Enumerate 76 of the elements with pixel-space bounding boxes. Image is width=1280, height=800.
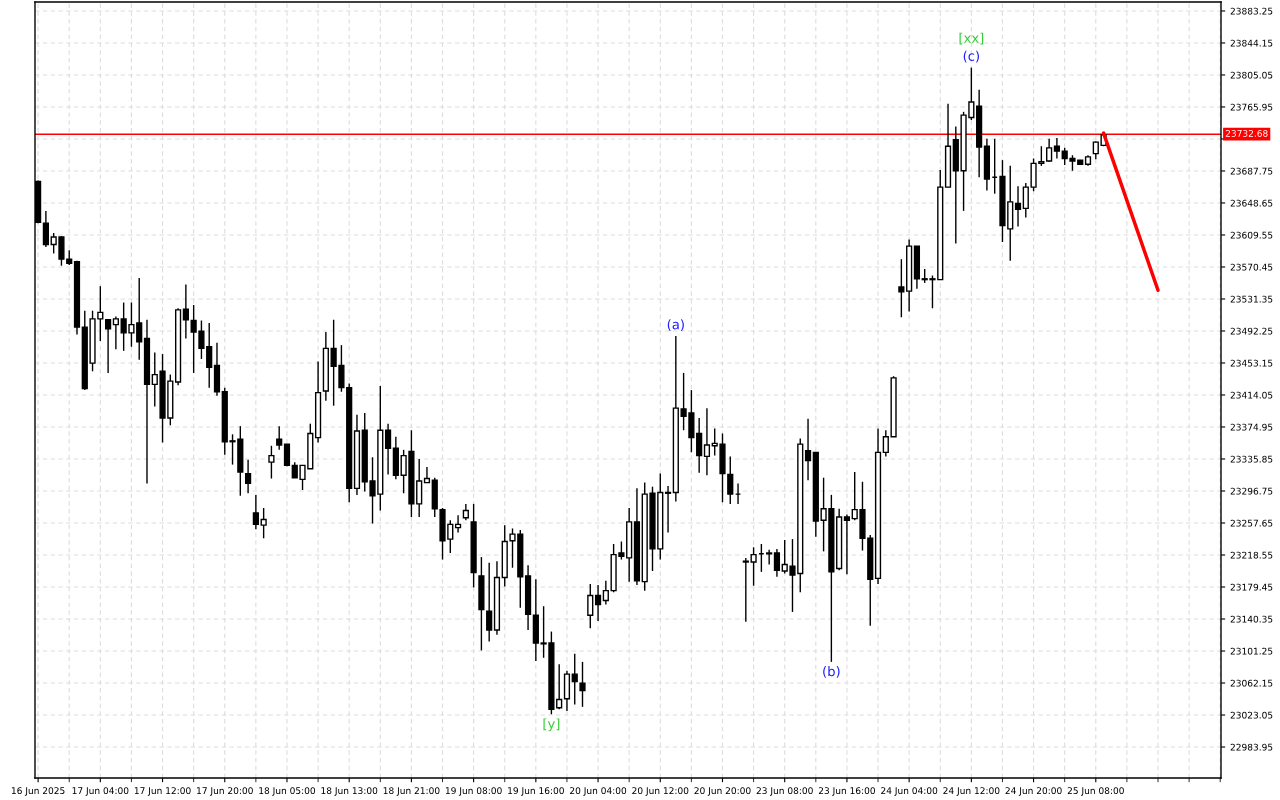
y-tick-label: 23335.85 [1230,455,1273,463]
candlestick [1053,137,1061,160]
y-tick-label: 23414.05 [1230,391,1273,399]
x-tick-label: 24 Jun 20:00 [1005,787,1062,796]
candlestick [252,494,259,530]
candlestick [766,549,773,566]
y-tick-label: 22983.95 [1230,743,1273,751]
candlestick [594,584,602,622]
y-tick-label: 23570.45 [1230,263,1273,271]
y-tick-label: 23687.75 [1230,167,1273,175]
candlestick [423,466,431,484]
y-tick-label: 23805.05 [1230,71,1273,79]
x-tick-label: 18 Jun 21:00 [383,787,440,796]
y-tick-label: 23374.95 [1230,423,1273,431]
x-tick-label: 25 Jun 08:00 [1067,787,1124,796]
candlestick [112,315,119,350]
candlestick [696,417,703,474]
candlestick [42,210,49,248]
x-tick-label: 19 Jun 16:00 [508,787,564,796]
y-tick-label: 23296.75 [1230,487,1273,495]
candlestick [587,583,594,629]
y-tick-label: 23765.95 [1230,103,1273,111]
x-tick-label: 17 Jun 04:00 [72,787,129,796]
y-tick-label: 23179.45 [1230,583,1273,591]
y-tick-label: 23140.35 [1230,615,1273,623]
candlestick [182,283,189,340]
x-tick-label: 17 Jun 12:00 [134,787,191,796]
candlestick [602,580,609,606]
candlestick [773,548,781,578]
x-tick-label: 20 Jun 20:00 [694,787,751,796]
x-tick-label: 16 Jun 2025 [11,787,65,796]
annotation: [y] [543,718,560,732]
candlestick [571,652,578,706]
y-tick-label: 23257.65 [1230,519,1273,527]
y-tick-label: 23609.55 [1230,231,1273,239]
y-tick-label: 23101.25 [1230,647,1273,655]
y-tick-label: 23453.15 [1230,359,1273,367]
candlestick [260,507,267,539]
candlestick [1014,185,1022,228]
y-tick-label: 23648.65 [1230,199,1273,207]
candlestick [804,418,812,481]
y-tick-label: 23844.15 [1230,39,1273,47]
candlestick [276,425,283,451]
x-tick-label: 20 Jun 04:00 [570,787,627,796]
y-tick-label: 23883.25 [1230,7,1273,15]
x-tick-label: 20 Jun 12:00 [632,787,689,796]
x-tick-label: 18 Jun 05:00 [259,787,316,796]
candlestick [727,455,734,505]
annotation: [xx] [959,32,984,45]
annotation: (c) [963,50,979,63]
candlestick [244,458,252,494]
candlestick [843,513,851,575]
candlestick [664,485,672,534]
x-tick-label: 23 Jun 08:00 [756,787,813,796]
candlestick [384,422,392,476]
x-tick-label: 19 Jun 08:00 [445,787,502,796]
candlestick [104,319,112,374]
candlestick [579,661,586,708]
candlestick [898,258,905,318]
y-tick-label: 23062.15 [1230,679,1273,687]
y-tick-label: 23492.25 [1230,327,1273,335]
x-tick-label: 24 Jun 04:00 [881,787,938,796]
x-tick-label: 17 Jun 20:00 [197,787,253,796]
x-tick-label: 24 Jun 12:00 [943,787,1000,796]
annotation: (a) [667,319,684,331]
ref-line-label: 23732.68 [1225,129,1268,137]
y-tick-label: 23023.05 [1230,711,1273,719]
annotation: (b) [823,666,840,678]
y-tick-label: 23531.35 [1230,295,1273,303]
candlestick [268,445,275,480]
candlestick [1046,138,1053,163]
x-tick-label: 23 Jun 16:00 [818,787,875,796]
x-tick-label: 18 Jun 13:00 [321,787,378,796]
y-tick-label: 23218.55 [1230,551,1273,559]
candlestick [486,562,493,643]
candlestick [703,407,711,476]
